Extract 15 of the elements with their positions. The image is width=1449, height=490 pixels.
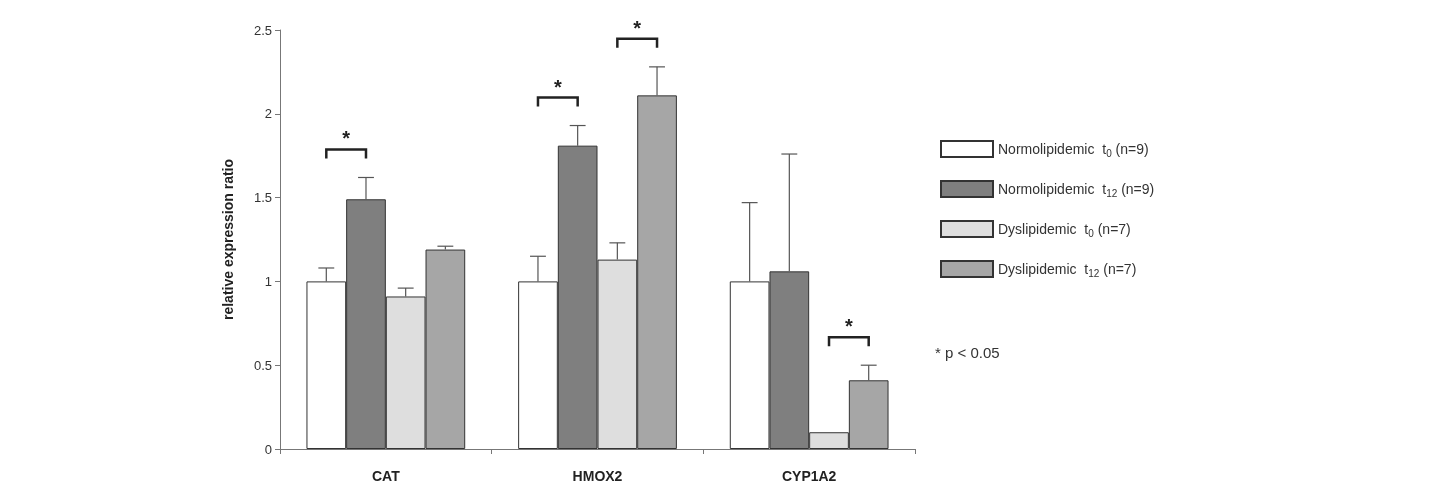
x-tick-label: CYP1A2: [781, 468, 837, 484]
x-tick-label: HMOX2: [572, 468, 623, 484]
annotation: *: [844, 315, 853, 338]
text: * p < 0.05: [935, 344, 1000, 361]
x-tick-label: CAT: [371, 468, 401, 484]
y-tick-label: 0.5: [253, 357, 272, 373]
y-tick-label: 1: [264, 273, 272, 289]
annotation: *: [553, 75, 562, 98]
y-tick-label: 2: [264, 106, 272, 122]
annotation: *: [633, 16, 642, 39]
y-tick-label: 1.5: [253, 190, 272, 206]
y-tick-label: 2.5: [253, 22, 272, 38]
annotation: *: [342, 127, 351, 150]
y-axis-title: relative expression ratio: [220, 158, 236, 321]
y-tick-label: 0: [264, 441, 272, 457]
